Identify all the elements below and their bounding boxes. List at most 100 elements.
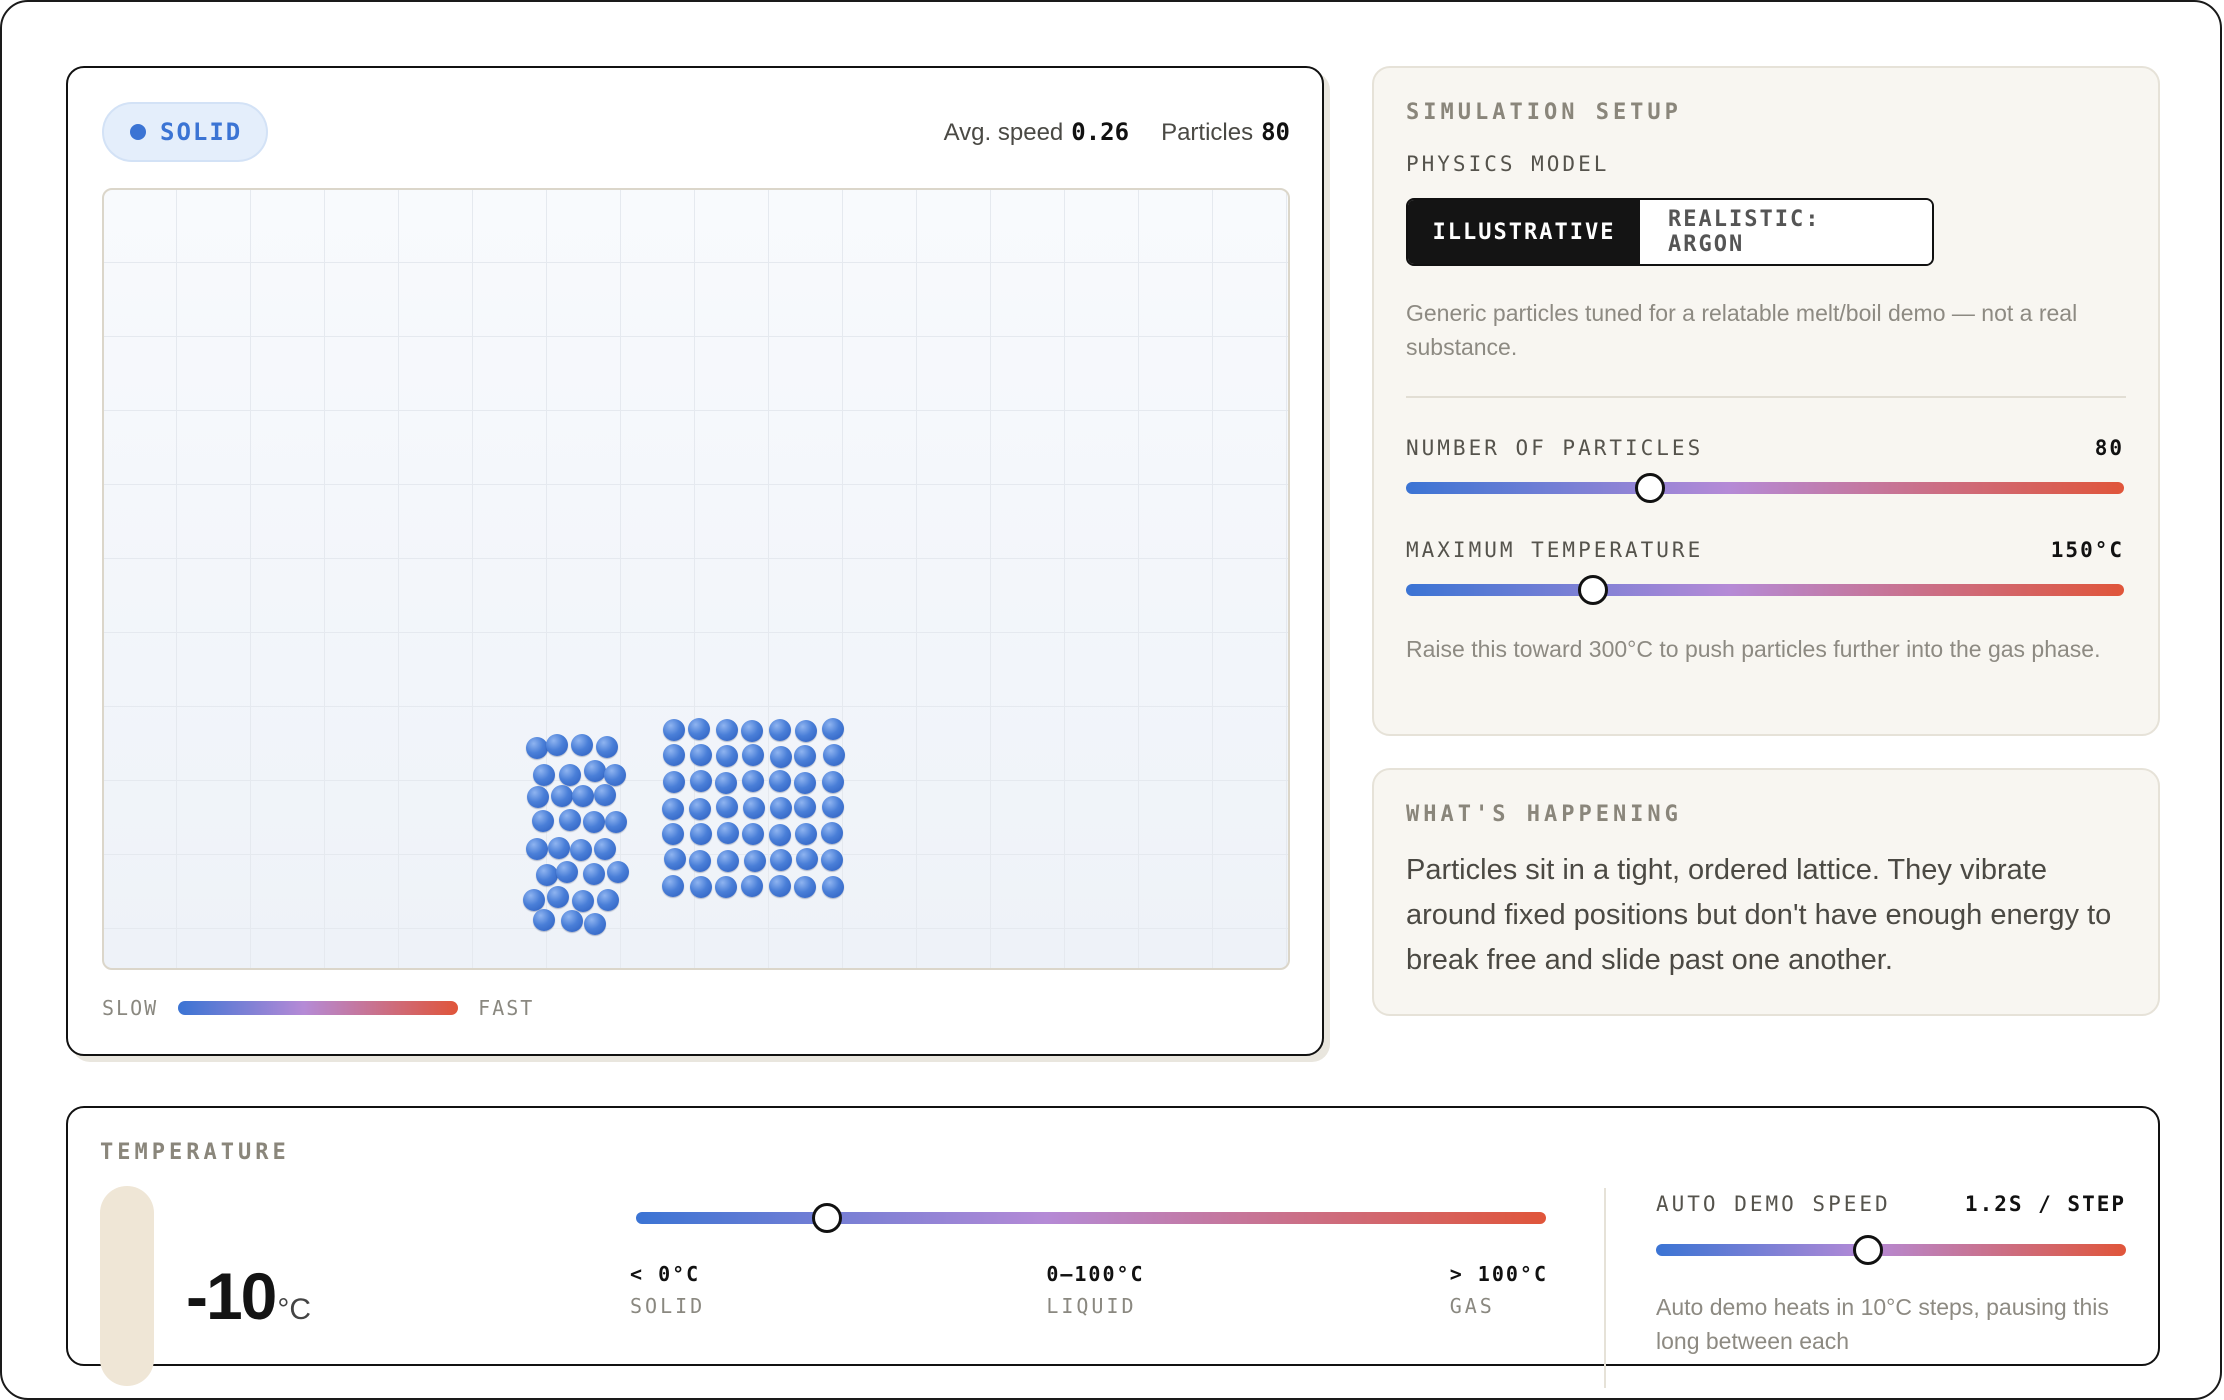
demo-speed-value: 1.2S / STEP (1964, 1192, 2126, 1216)
thermometer-icon (100, 1186, 154, 1386)
particle (823, 744, 846, 767)
particle (717, 850, 740, 873)
particle (742, 770, 765, 793)
phase-gas-range: > 100°C (1449, 1262, 1548, 1286)
particle (594, 837, 617, 860)
max-temp-control: MAXIMUM TEMPERATURE 150°C (1406, 538, 2124, 605)
max-temp-thumb[interactable] (1577, 575, 1608, 605)
particle (523, 888, 546, 911)
phase-scale: < 0°C SOLID 0–100°C LIQUID > 100°C GAS (630, 1262, 1548, 1318)
particle (769, 874, 792, 897)
particle (690, 743, 713, 766)
particle (822, 717, 845, 740)
particle (533, 909, 555, 932)
max-temp-slider[interactable] (1406, 575, 2124, 605)
particle (688, 849, 711, 872)
particle (556, 861, 579, 884)
phase-gas-name: GAS (1449, 1294, 1495, 1318)
particle (715, 719, 738, 742)
temperature-value: -10 (186, 1259, 277, 1333)
phase-badge-label: SOLID (160, 118, 243, 146)
particle (584, 912, 607, 935)
particle (582, 811, 605, 834)
particle (661, 822, 684, 845)
temperature-thumb[interactable] (812, 1203, 843, 1233)
particle (597, 889, 620, 912)
temperature-slider[interactable] (636, 1203, 1546, 1233)
phase-solid-range: < 0°C (630, 1262, 701, 1286)
particle (605, 810, 628, 833)
max-temp-hint: Raise this toward 300°C to push particle… (1406, 636, 2101, 662)
whats-happening-panel: WHAT'S HAPPENING Particles sit in a tigh… (1372, 768, 2160, 1016)
model-illustrative-button[interactable]: ILLUSTRATIVE (1408, 200, 1640, 264)
particle (821, 848, 844, 871)
particle (535, 864, 558, 887)
particle (716, 744, 739, 767)
particle (769, 797, 792, 820)
particle (769, 849, 792, 872)
temperature-title: TEMPERATURE (100, 1140, 290, 1165)
particle (794, 796, 817, 819)
particle (662, 771, 685, 794)
simulation-setup-panel: SIMULATION SETUP PHYSICS MODEL ILLUSTRAT… (1372, 66, 2160, 736)
temperature-divider (1604, 1188, 1606, 1388)
particle (821, 770, 844, 793)
particle (742, 796, 765, 819)
particle (532, 763, 555, 786)
particle (546, 734, 569, 757)
particle (768, 824, 791, 846)
particle (741, 743, 764, 766)
particle (662, 744, 685, 767)
num-particles-value: 80 (2094, 436, 2124, 460)
particle (595, 736, 618, 759)
particle (715, 772, 737, 795)
simulation-stats: Avg. speed 0.26 Particles 80 (944, 118, 1290, 147)
particle (604, 764, 627, 787)
particle (715, 796, 738, 819)
physics-model-toggle: ILLUSTRATIVE REALISTIC: ARGON (1406, 198, 1934, 266)
particle (769, 718, 792, 741)
particle (743, 850, 766, 873)
particle (551, 784, 574, 807)
auto-demo-control: AUTO DEMO SPEED 1.2S / STEP (1656, 1192, 2126, 1265)
speed-legend: SLOW FAST (102, 996, 534, 1020)
demo-speed-thumb[interactable] (1852, 1235, 1883, 1265)
particle (821, 795, 844, 818)
num-particles-thumb[interactable] (1635, 473, 1666, 503)
particles-label: Particles (1161, 119, 1254, 146)
particle (690, 770, 713, 793)
phase-liquid: 0–100°C LIQUID (1010, 1262, 1144, 1318)
particle (821, 822, 844, 845)
particle (594, 784, 617, 807)
particle (570, 838, 593, 861)
num-particles-slider[interactable] (1406, 473, 2124, 503)
whats-happening-title: WHAT'S HAPPENING (1406, 802, 1682, 827)
particle (769, 770, 792, 793)
particle (525, 736, 548, 759)
speed-legend-fast: FAST (478, 996, 535, 1020)
particle (770, 746, 793, 769)
demo-hint: Auto demo heats in 10°C steps, pausing t… (1656, 1294, 2109, 1354)
avg-speed-label: Avg. speed (943, 119, 1064, 146)
max-temp-value: 150°C (2050, 538, 2124, 562)
particle (532, 809, 555, 832)
model-argon-button[interactable]: REALISTIC: ARGON (1640, 200, 1932, 264)
demo-speed-slider[interactable] (1656, 1235, 2126, 1265)
particle (606, 861, 629, 884)
avg-speed-stat: Avg. speed 0.26 (944, 118, 1129, 147)
particle (547, 885, 570, 908)
speed-legend-slow: SLOW (102, 996, 159, 1020)
setup-title: SIMULATION SETUP (1406, 100, 1682, 125)
speed-gradient-bar (178, 1001, 459, 1015)
model-description: Generic particles tuned for a relatable … (1406, 300, 2078, 360)
simulation-card: SOLID Avg. speed 0.26 Particles 80 SLOW FA… (66, 66, 1324, 1056)
particle (661, 798, 684, 821)
particle-canvas[interactable] (102, 188, 1290, 970)
num-particles-label: NUMBER OF PARTICLES (1406, 436, 1704, 460)
particle (688, 718, 711, 741)
particle (526, 838, 549, 861)
particle (527, 785, 550, 808)
particle (821, 876, 844, 899)
temperature-unit: °C (277, 1293, 312, 1326)
avg-speed-value: 0.26 (1071, 118, 1130, 146)
